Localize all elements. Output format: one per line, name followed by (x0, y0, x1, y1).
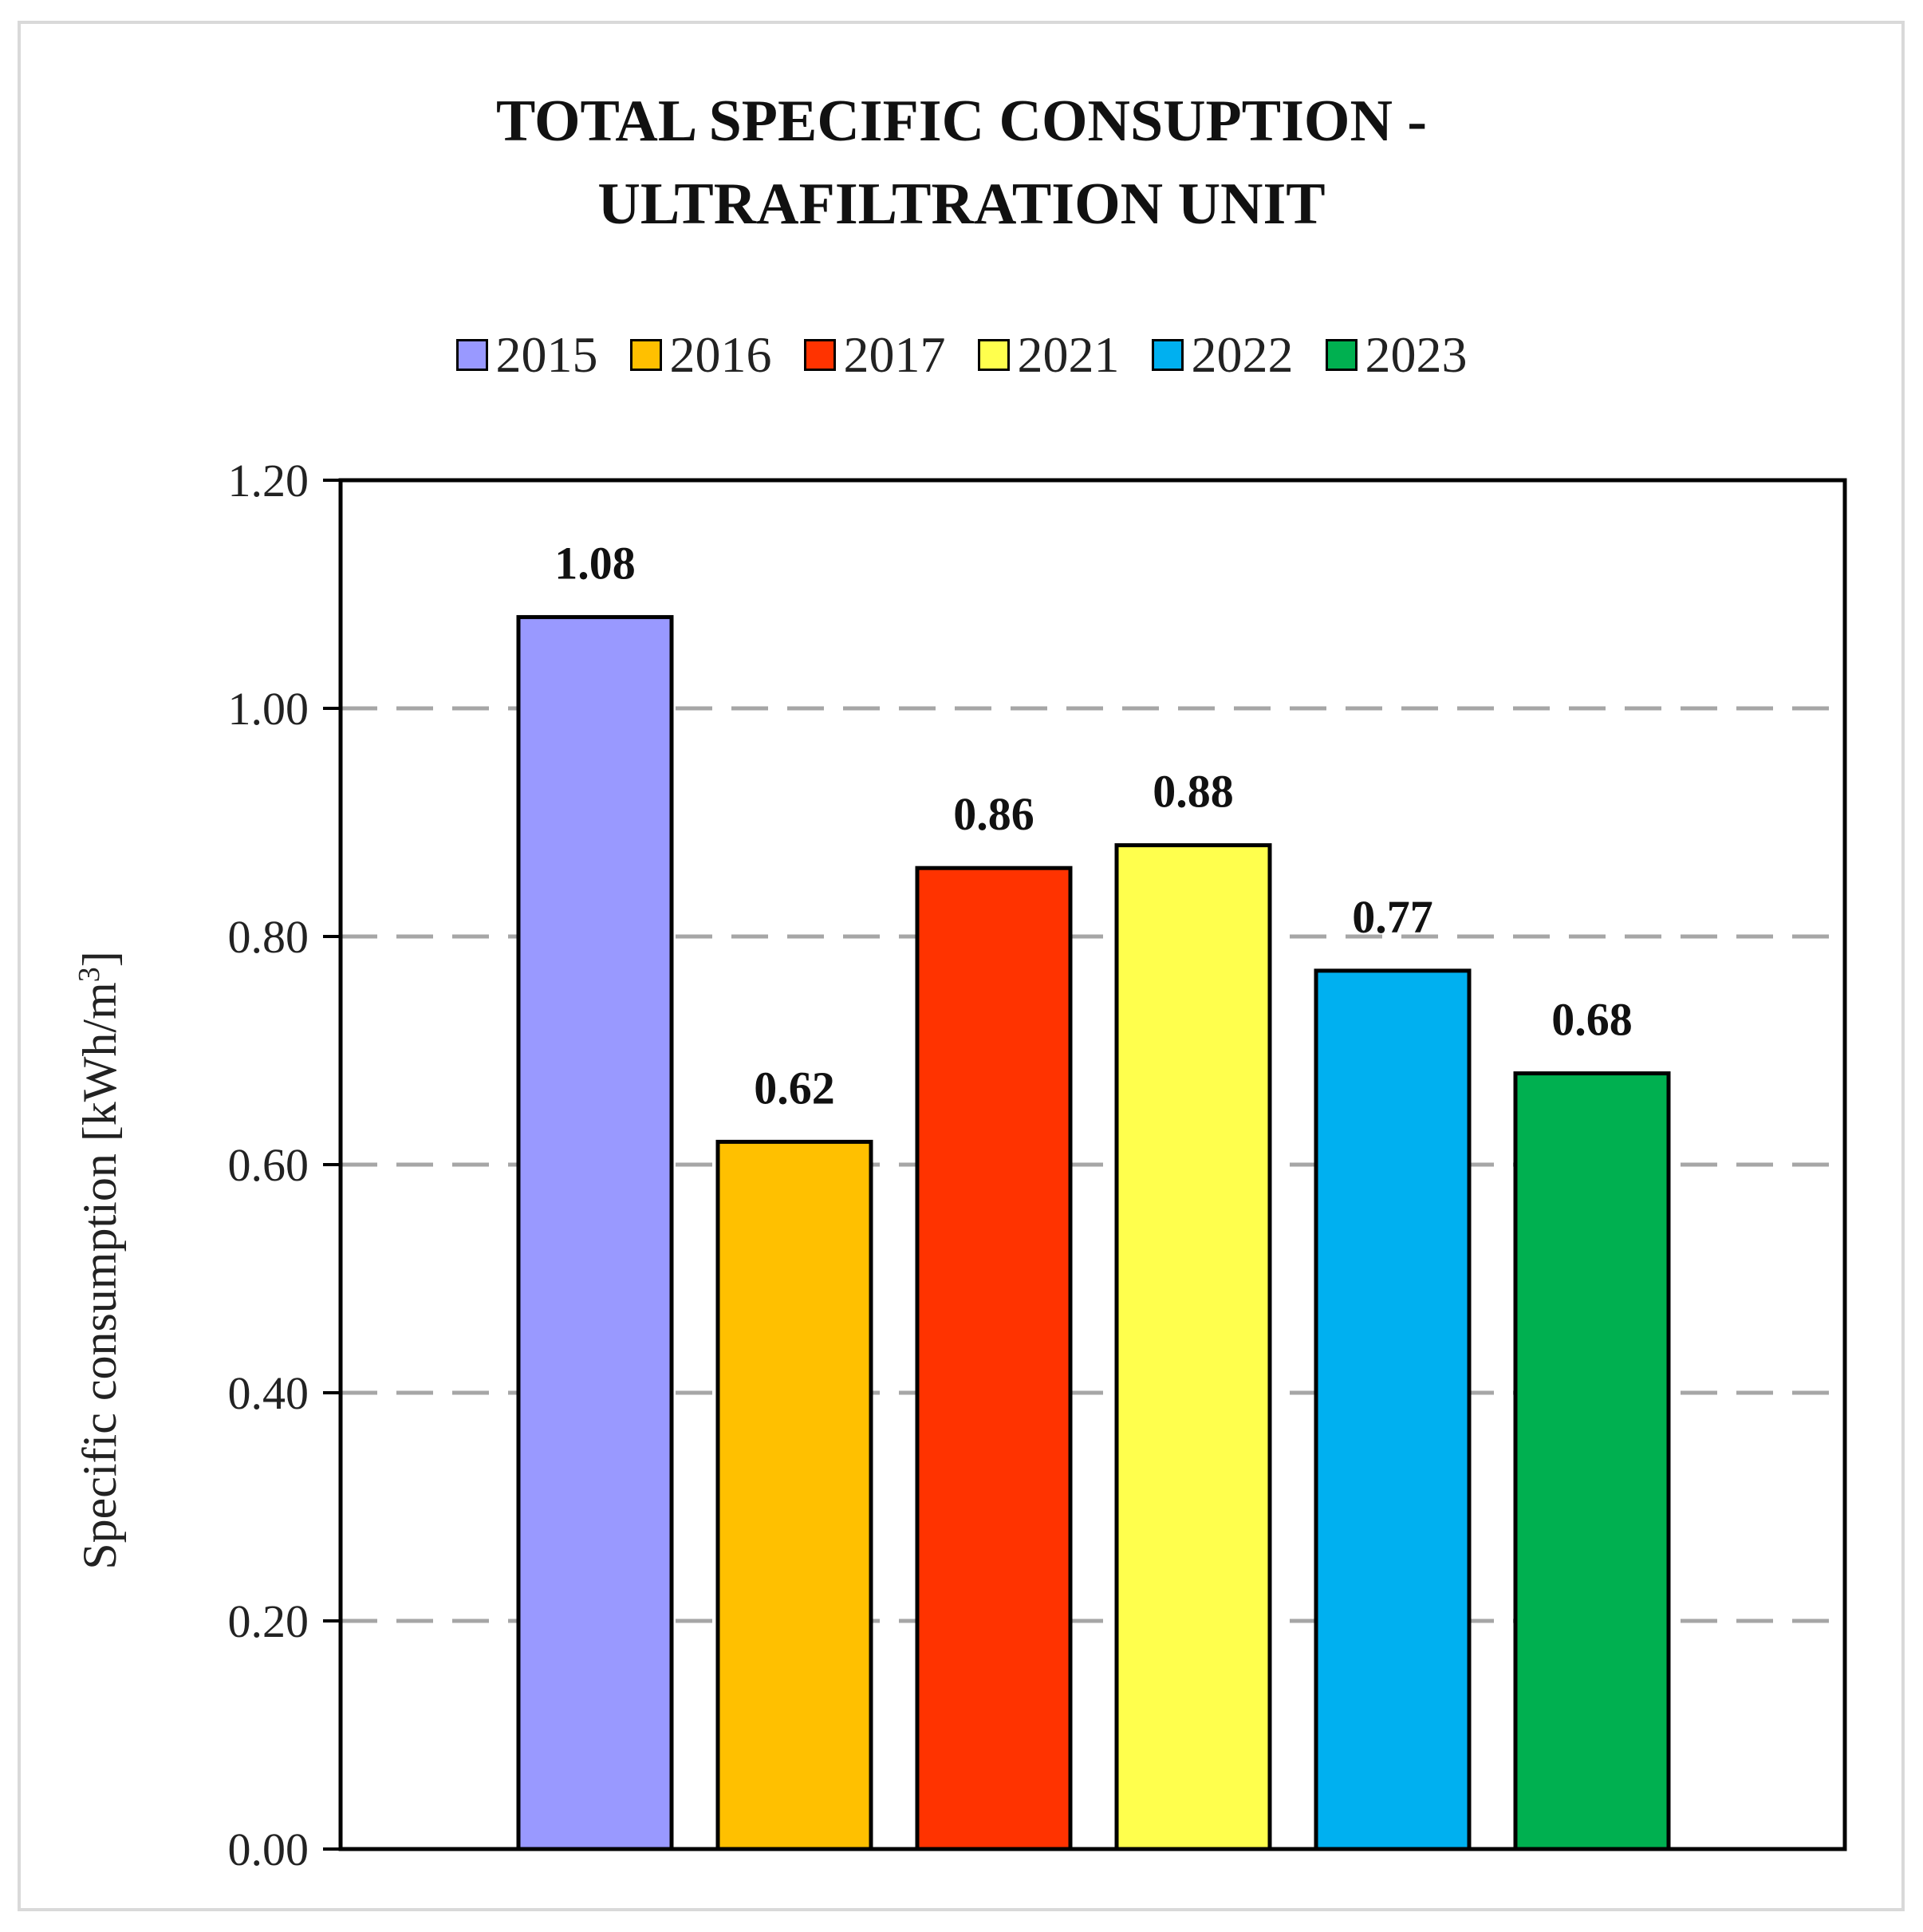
data-label-2021: 0.88 (1153, 766, 1234, 818)
y-tick-label-0.80: 0.80 (228, 911, 309, 963)
legend-item-2015: 2015 (455, 325, 598, 384)
value-labels: 1.08 0.62 0.86 0.88 0.77 0.68 (554, 538, 1633, 1114)
data-label-2023: 0.68 (1551, 994, 1633, 1046)
chart-title: TOTAL SPECIFIC CONSUPTION - ULTRAFILTRAT… (0, 80, 1923, 246)
y-tick-label-0.60: 0.60 (228, 1139, 309, 1191)
bar-2022 (1314, 968, 1472, 1851)
y-axis-title: Specific consumption [kWh/m3] (73, 951, 126, 1570)
bar-2015 (516, 615, 674, 1851)
legend-swatch-2022 (1151, 339, 1184, 371)
legend-label-2023: 2023 (1365, 326, 1468, 383)
y-tick-label-0.00: 0.00 (228, 1824, 309, 1875)
y-tick-label-1.00: 1.00 (228, 683, 309, 735)
chart-title-line-1: TOTAL SPECIFIC CONSUPTION - (495, 89, 1428, 154)
legend-label-2022: 2022 (1191, 326, 1294, 383)
legend-item-2023: 2023 (1325, 325, 1468, 384)
data-label-2016: 0.62 (754, 1062, 835, 1114)
y-axis-title-main: Specific consumption [kWh/m (73, 982, 126, 1570)
bar-2023 (1513, 1071, 1671, 1851)
legend-item-2022: 2022 (1151, 325, 1294, 384)
y-tick-label-1.20: 1.20 (228, 455, 309, 507)
data-label-2015: 1.08 (554, 538, 636, 589)
bar-2016 (715, 1139, 873, 1851)
legend-item-2021: 2021 (977, 325, 1120, 384)
legend-swatch-2023 (1325, 339, 1358, 371)
chart-title-line-2: ULTRAFILTRATION UNIT (597, 172, 1326, 237)
bar-2021 (1114, 843, 1272, 1851)
y-axis-title-superscript: 3 (73, 967, 106, 982)
bars (516, 615, 1671, 1851)
data-label-2022: 0.77 (1352, 891, 1433, 943)
legend-swatch-2015 (455, 339, 488, 371)
legend-swatch-2021 (977, 339, 1010, 371)
legend-item-2017: 2017 (803, 325, 946, 384)
legend-label-2016: 2016 (669, 326, 772, 383)
legend-item-2016: 2016 (629, 325, 772, 384)
legend-label-2015: 2015 (495, 326, 598, 383)
legend: 2015 2016 2017 2021 2022 2023 (0, 323, 1923, 387)
y-axis-title-end: ] (73, 951, 126, 967)
data-label-2017: 0.86 (953, 788, 1034, 840)
legend-swatch-2016 (629, 339, 662, 371)
legend-swatch-2017 (803, 339, 836, 371)
legend-label-2017: 2017 (843, 326, 946, 383)
y-axis-ticks: 0.00 0.20 0.40 0.60 0.80 1.00 1.20 (228, 455, 341, 1875)
y-tick-label-0.20: 0.20 (228, 1595, 309, 1647)
bar-2017 (915, 865, 1073, 1851)
y-tick-label-0.40: 0.40 (228, 1367, 309, 1419)
legend-label-2021: 2021 (1017, 326, 1120, 383)
